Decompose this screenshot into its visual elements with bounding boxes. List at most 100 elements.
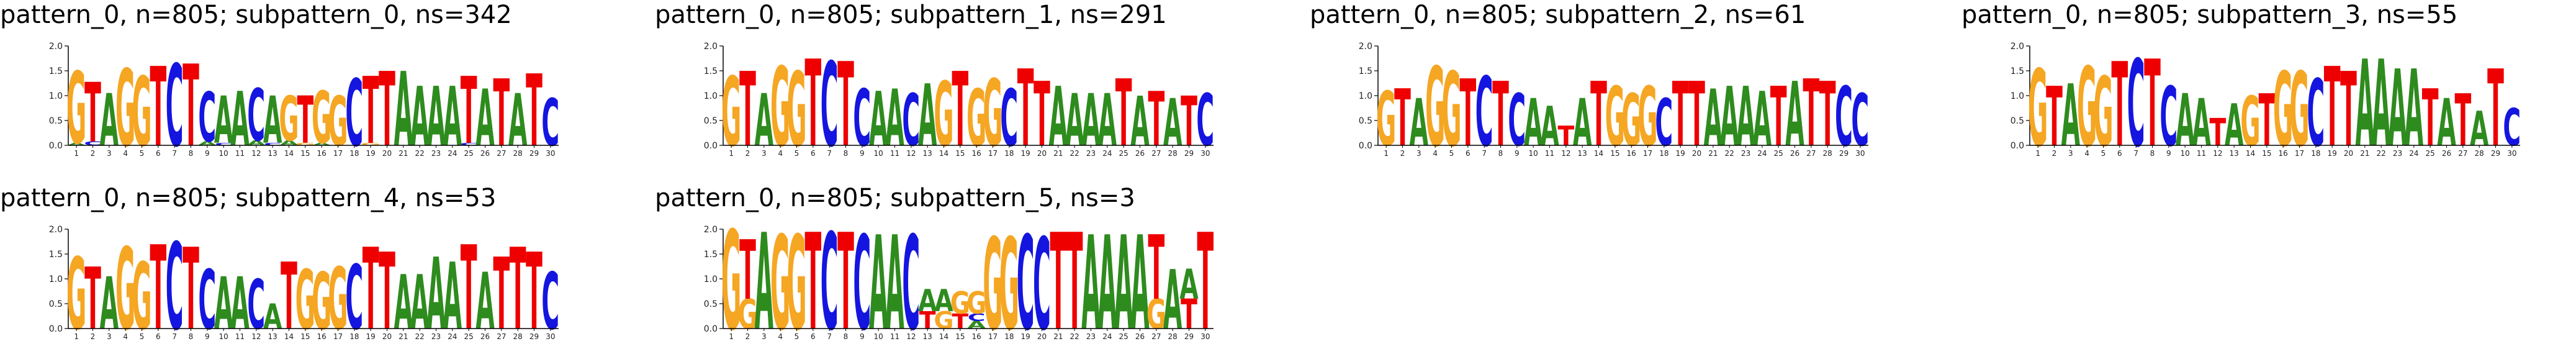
x-tick-label: 2 xyxy=(1400,149,1405,158)
x-tick-label: 9 xyxy=(205,149,210,158)
y-tick-label: 0.5 xyxy=(49,116,63,126)
logo-letter-A: A xyxy=(443,243,462,350)
x-tick-label: 7 xyxy=(827,332,832,341)
logo-letter-A: A xyxy=(755,79,774,163)
logo-letter-T: T xyxy=(182,225,199,354)
x-tick-label: 27 xyxy=(2458,149,2467,158)
logo-letter-T: T xyxy=(1492,63,1509,166)
logo-letter-A: A xyxy=(2176,79,2195,163)
logo-letter-T: T xyxy=(363,225,379,354)
x-tick-label: 3 xyxy=(2068,149,2073,158)
logo-letter-G: G xyxy=(721,58,741,168)
x-tick-label: 11 xyxy=(890,149,899,158)
logo-letter-A: A xyxy=(100,263,119,346)
logo-letter-C: C xyxy=(345,60,363,167)
x-tick-label: 6 xyxy=(156,332,161,341)
logo-letter-A: A xyxy=(1785,63,1804,166)
x-tick-label: 5 xyxy=(795,332,799,341)
y-tick-label: 0.0 xyxy=(2011,141,2024,151)
logo-letter-C: C xyxy=(821,38,839,173)
x-tick-label: 14 xyxy=(939,149,948,158)
logo-letter-A: A xyxy=(2372,35,2390,174)
x-tick-label: 16 xyxy=(972,149,981,158)
logo-letter-G: G xyxy=(328,83,348,161)
x-tick-label: 17 xyxy=(988,332,998,341)
x-tick-label: 4 xyxy=(778,149,783,158)
x-tick-label: 14 xyxy=(2246,149,2255,158)
logo-letter-G: G xyxy=(2077,44,2097,171)
x-tick-label: 17 xyxy=(1643,149,1652,158)
logo-letter-G: G xyxy=(2028,48,2048,171)
x-tick-label: 4 xyxy=(123,332,128,341)
x-tick-label: 20 xyxy=(382,332,392,341)
x-tick-label: 24 xyxy=(448,332,457,341)
x-tick-label: 30 xyxy=(1200,332,1210,341)
x-tick-label: 7 xyxy=(827,149,832,158)
y-tick-label: 2.0 xyxy=(1359,42,1372,52)
y-tick-label: 1.5 xyxy=(49,66,63,76)
logo-letter-C: C xyxy=(247,266,265,345)
logo-letter-T: T xyxy=(1688,63,1705,166)
logo-letter-A: A xyxy=(1410,85,1428,161)
x-tick-label: 8 xyxy=(2150,149,2155,158)
x-tick-label: 2 xyxy=(745,332,750,341)
logo-letter-A: A xyxy=(230,77,249,164)
logo-letter-C: C xyxy=(902,79,920,163)
y-tick-label: 2.0 xyxy=(2011,42,2024,52)
x-tick-label: 18 xyxy=(349,332,359,341)
x-tick-label: 13 xyxy=(2230,149,2239,158)
logo-letter-T: T xyxy=(1181,83,1197,161)
x-tick-label: 29 xyxy=(1839,149,1849,158)
x-tick-label: 23 xyxy=(1086,332,1096,341)
x-tick-label: 21 xyxy=(2360,149,2369,158)
logo-panel-3: pattern_0, n=805; subpattern_3, ns=55 0.… xyxy=(1961,0,2576,177)
x-tick-label: 21 xyxy=(399,332,408,341)
x-tick-label: 18 xyxy=(2311,149,2320,158)
logo-letter-T: T xyxy=(84,66,101,161)
logo-letter-G: G xyxy=(1425,44,1445,171)
logo-letter-T: T xyxy=(1394,73,1411,165)
logo-letter-G: G xyxy=(1605,70,1625,165)
logo-letter-A: A xyxy=(426,238,445,352)
logo-letter-G: G xyxy=(115,225,135,354)
logo-letter-C: C xyxy=(1508,79,1526,163)
logo-letter-T: T xyxy=(1034,63,1050,166)
x-tick-label: 25 xyxy=(1774,149,1783,158)
logo-letter-A: A xyxy=(2388,48,2407,171)
x-tick-label: 3 xyxy=(107,149,112,158)
logo-letter-C: C xyxy=(968,312,986,324)
logo-letter-C: C xyxy=(198,79,216,158)
x-tick-label: 28 xyxy=(513,149,523,158)
x-tick-label: 1 xyxy=(2035,149,2040,158)
x-tick-label: 18 xyxy=(349,149,359,158)
x-tick-label: 25 xyxy=(1119,332,1128,341)
logo-letter-C: C xyxy=(541,85,559,161)
x-tick-label: 16 xyxy=(2279,149,2288,158)
logo-letter-G: G xyxy=(2289,52,2309,170)
x-tick-label: 12 xyxy=(251,332,261,341)
x-tick-label: 22 xyxy=(2377,149,2386,158)
y-tick-label: 1.0 xyxy=(49,91,63,101)
logo-letter-A: A xyxy=(2061,66,2080,165)
x-tick-label: 29 xyxy=(529,332,539,341)
logo-panel-5: pattern_0, n=805; subpattern_5, ns=3 0.0… xyxy=(655,183,1269,354)
logo-letter-G: G xyxy=(2093,58,2113,168)
panel-title: pattern_0, n=805; subpattern_0, ns=342 xyxy=(0,1,512,29)
logo-letter-A: A xyxy=(426,70,445,165)
x-tick-label: 19 xyxy=(366,332,376,341)
x-tick-label: 3 xyxy=(762,332,767,341)
logo-letter-C: C xyxy=(1196,79,1214,163)
logo-letter-A: A xyxy=(2437,85,2456,161)
x-tick-label: 24 xyxy=(2409,149,2418,158)
logo-letter-A: A xyxy=(1065,79,1084,163)
logo-letter-T: T xyxy=(510,225,526,354)
y-tick-label: 1.5 xyxy=(49,250,63,260)
x-tick-label: 23 xyxy=(431,149,441,158)
logo-letter-A: A xyxy=(2225,92,2243,159)
logo-letter-T: T xyxy=(952,52,968,170)
logo-letter-T: T xyxy=(2454,79,2471,163)
x-tick-label: 15 xyxy=(1610,149,1619,158)
x-tick-label: 27 xyxy=(1806,149,1816,158)
logo-letter-A: A xyxy=(1720,70,1739,165)
